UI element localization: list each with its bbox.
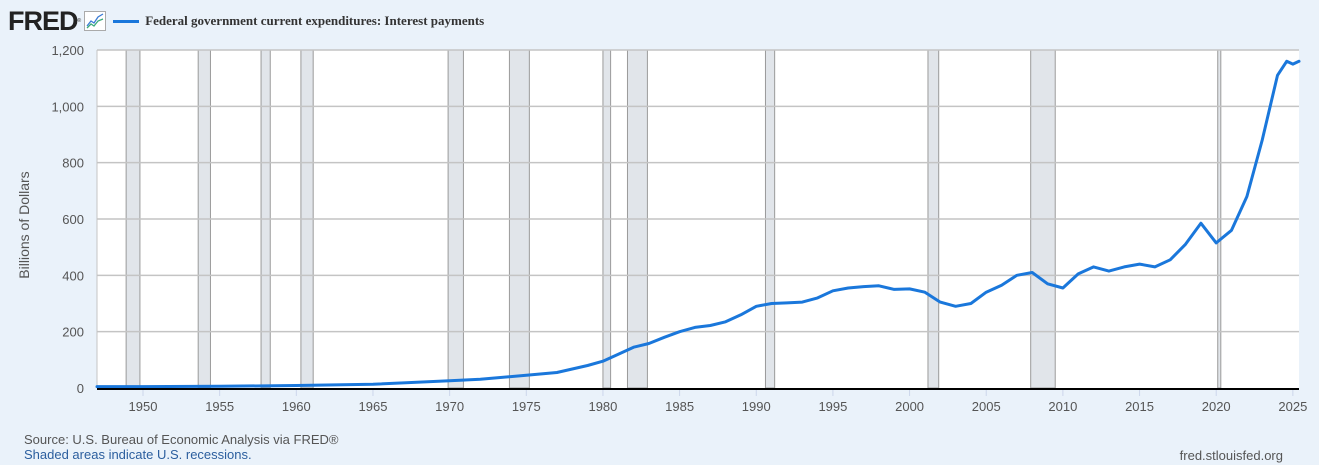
- y-tick-label: 0: [77, 381, 84, 396]
- x-tick-label: 1975: [512, 399, 541, 414]
- chart-plot-area: 0 200 400 600 800 1,000 1,200 1950 1955 1960 1965 1…: [51, 43, 1307, 414]
- line-chart-icon[interactable]: [84, 11, 107, 31]
- y-tick-label: 1,000: [51, 99, 84, 114]
- x-tick-label: 1950: [129, 399, 158, 414]
- x-tick-label: 1970: [435, 399, 464, 414]
- y-tick-label: 200: [62, 325, 84, 340]
- x-tick-label: 2000: [895, 399, 924, 414]
- x-tick-label: 1990: [742, 399, 771, 414]
- legend-label[interactable]: Federal government current expenditures:…: [145, 13, 485, 28]
- legend-swatch: [113, 19, 140, 23]
- y-tick-label: 1,200: [51, 43, 84, 58]
- series-line: [95, 59, 1301, 389]
- chart-footer: Source: U.S. Bureau of Economic Analysis…: [24, 432, 338, 462]
- recession-note: Shaded areas indicate U.S. recessions.: [24, 447, 252, 462]
- fred-logo[interactable]: FRED®: [8, 5, 81, 36]
- x-tick-label: 2010: [1048, 399, 1077, 414]
- x-tick-label: 1960: [282, 399, 311, 414]
- y-tick-label: 400: [62, 268, 84, 283]
- x-tick-label: 1985: [665, 399, 694, 414]
- x-tick-label: 2015: [1125, 399, 1154, 414]
- source-note: Source: U.S. Bureau of Economic Analysis…: [24, 432, 339, 447]
- x-tick-label: 1955: [205, 399, 234, 414]
- site-url[interactable]: fred.stlouisfed.org: [1179, 448, 1283, 463]
- y-tick-label: 600: [62, 212, 84, 227]
- x-tick-label: 1995: [818, 399, 847, 414]
- x-tick-label: 2005: [972, 399, 1001, 414]
- x-tick-label: 2020: [1202, 399, 1231, 414]
- x-tick-label: 2025: [1278, 399, 1307, 414]
- x-tick-label: 1965: [359, 399, 388, 414]
- x-tick-label: 1980: [588, 399, 617, 414]
- y-tick-label: 800: [62, 156, 84, 171]
- chart-header: FRED® Federal government current expendi…: [8, 6, 484, 36]
